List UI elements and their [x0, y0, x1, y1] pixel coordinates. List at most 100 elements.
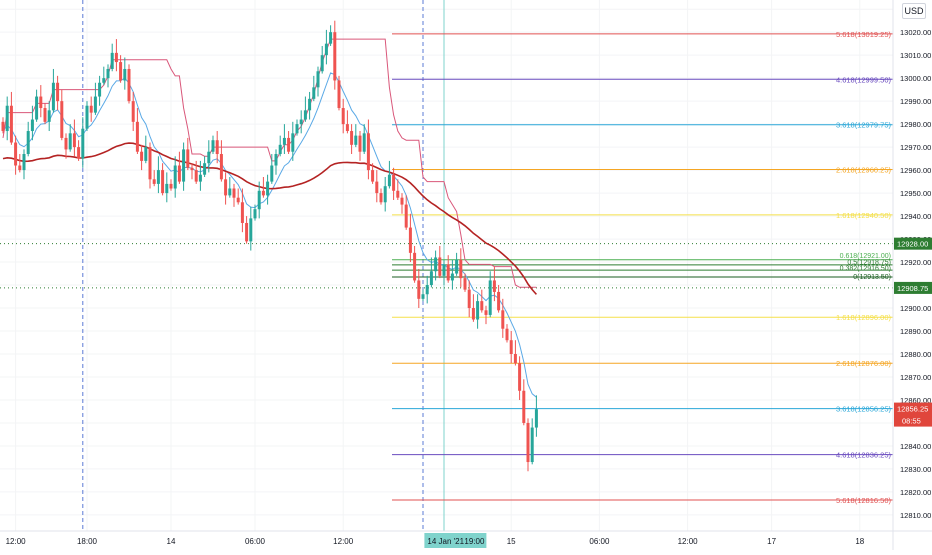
- candle-body: [5, 105, 9, 132]
- price-tick-label: 12810.00: [900, 511, 931, 520]
- candle-body: [303, 110, 307, 120]
- candle-body: [522, 390, 526, 423]
- last-price-box: [894, 402, 932, 427]
- price-tick-label: 12960.00: [900, 166, 931, 175]
- candle-body: [526, 422, 530, 463]
- fib-level-label: 5.618(12816.50): [836, 496, 892, 505]
- fib-level-label: 5.618(13019.25): [836, 30, 892, 39]
- price-tick-label: 12890.00: [900, 327, 931, 336]
- candle-body: [387, 174, 391, 187]
- fib-level-label: 0.382(12916.50): [840, 266, 891, 273]
- candle-body: [429, 271, 433, 286]
- candle-body: [308, 98, 312, 111]
- grid: [0, 0, 893, 531]
- candle-body: [110, 52, 114, 69]
- candle-body: [1, 121, 5, 132]
- currency-label[interactable]: USD: [902, 3, 926, 19]
- candle-body: [224, 179, 228, 196]
- candle-body: [329, 32, 333, 44]
- price-tick-label: 13010.00: [900, 51, 931, 60]
- candle-body: [14, 142, 18, 166]
- candle-body: [249, 218, 253, 242]
- candle-body: [371, 170, 375, 182]
- candle-body: [534, 409, 538, 428]
- candle-body: [404, 204, 408, 228]
- candle-body: [215, 140, 219, 155]
- fib-level-label: 0(12913.50): [853, 274, 891, 281]
- candle-body: [236, 197, 240, 203]
- candle-body: [337, 80, 341, 109]
- candle-body: [165, 183, 169, 194]
- candle-body: [463, 278, 467, 290]
- candle-body: [219, 154, 223, 180]
- candle-body: [127, 68, 131, 102]
- fib-level-label: 0.5(12918.75): [847, 259, 891, 266]
- candle-body: [324, 43, 328, 56]
- fib-level-label: 0.618(12921.00): [840, 253, 891, 260]
- candle-body: [18, 165, 22, 171]
- candle-body: [396, 190, 400, 198]
- candle-body: [30, 119, 34, 132]
- fib-level-label: 2.618(12960.25): [836, 166, 892, 175]
- candle-body: [156, 170, 160, 184]
- candle-body: [358, 135, 362, 152]
- candle-body: [228, 188, 232, 196]
- candle-body: [417, 280, 421, 299]
- candle-body: [434, 257, 438, 272]
- candle-body: [362, 133, 366, 152]
- candle-body: [56, 82, 60, 102]
- candle-body: [198, 174, 202, 182]
- fibonacci-extension: 5.618(13019.25) 4.618(12999.50) 3.618(1297…: [392, 30, 893, 505]
- candle-body: [492, 280, 496, 292]
- candle-body: [270, 165, 274, 182]
- candle-body: [442, 264, 446, 276]
- candle-body: [177, 165, 181, 182]
- candle-body: [287, 137, 291, 152]
- price-tick-label: 13020.00: [900, 28, 931, 37]
- price-tick-label: 13000.00: [900, 74, 931, 83]
- time-tick-label: 18:00: [77, 537, 98, 546]
- candle-body: [72, 133, 76, 148]
- candle-body: [190, 167, 194, 171]
- candle-body: [497, 291, 501, 311]
- candle-body: [26, 131, 30, 155]
- candle-body: [295, 124, 299, 134]
- candle-body: [438, 257, 442, 276]
- time-tick-label: 17: [767, 537, 776, 546]
- candle-body: [513, 354, 517, 364]
- candle-body: [35, 96, 39, 120]
- price-tick-label: 12940.00: [900, 212, 931, 221]
- price-tag-label: 12928.00: [897, 240, 928, 249]
- candle-body: [81, 128, 85, 159]
- candle-body: [119, 62, 123, 81]
- candle-body: [333, 32, 337, 81]
- time-tick-label: 06:00: [245, 537, 266, 546]
- candle-body: [148, 147, 152, 180]
- time-highlight-box: [424, 533, 487, 548]
- candle-body: [135, 121, 139, 152]
- price-tick-label: 12820.00: [900, 488, 931, 497]
- candle-body: [392, 174, 396, 191]
- candle-body: [450, 273, 454, 281]
- candle-body: [245, 222, 249, 242]
- time-axis: 12:00 18:00 14 06:00 12:00 15 06:00 12:00 17 18 14…: [0, 530, 932, 548]
- fib-level-label: 3.618(12856.25): [836, 405, 892, 414]
- price-tag-label: 12908.75: [897, 284, 928, 293]
- bar-countdown-label: 08:55: [902, 417, 921, 426]
- price-tick-label: 12970.00: [900, 143, 931, 152]
- candle-body: [282, 137, 286, 145]
- candle-body: [350, 131, 354, 145]
- candle-body: [471, 308, 475, 320]
- candle-body: [375, 181, 379, 194]
- time-tick-label: 15: [507, 537, 516, 546]
- ema-slow-line: [2, 142, 538, 295]
- price-tick-label: 12880.00: [900, 350, 931, 359]
- candle-body: [232, 188, 236, 198]
- candle-body: [68, 133, 72, 150]
- candle-body: [505, 328, 509, 341]
- candle-body: [22, 154, 26, 171]
- candle-body: [89, 105, 93, 113]
- time-highlight-label: 14 Jan '21: [427, 537, 464, 546]
